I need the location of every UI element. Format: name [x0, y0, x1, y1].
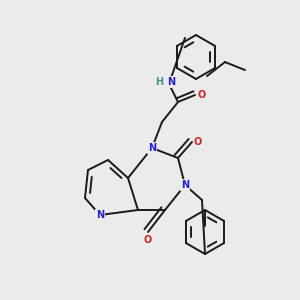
- Text: N: N: [148, 143, 156, 153]
- Text: O: O: [198, 90, 206, 100]
- Text: O: O: [194, 137, 202, 147]
- Text: N: N: [181, 180, 189, 190]
- Text: H: H: [155, 77, 163, 87]
- Text: N: N: [96, 210, 104, 220]
- Text: N: N: [167, 77, 175, 87]
- Text: O: O: [144, 235, 152, 245]
